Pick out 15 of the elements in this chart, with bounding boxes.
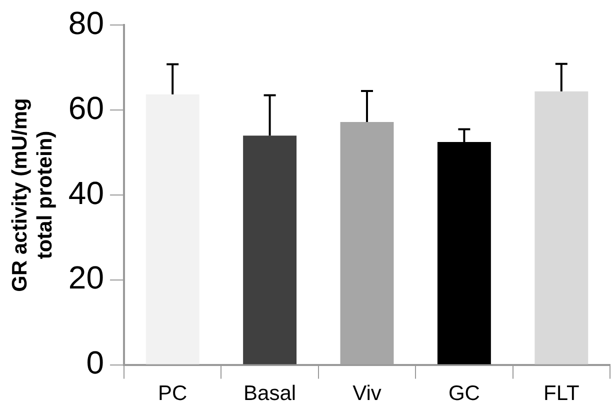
x-tick-label: GC — [448, 382, 480, 406]
x-tick-label: FLT — [544, 382, 580, 406]
bar — [340, 122, 394, 364]
y-tick-label: 0 — [86, 344, 104, 381]
bar — [243, 136, 297, 364]
x-tick-label: Basal — [244, 382, 296, 406]
bar — [534, 91, 588, 364]
x-tick-label: Viv — [352, 382, 382, 406]
bar — [146, 94, 200, 364]
y-tick-label: 20 — [68, 260, 104, 296]
y-tick-label: 80 — [68, 5, 104, 42]
x-tick-label: PC — [158, 382, 188, 406]
y-axis-title: GR activity (mU/mg total protein) — [8, 98, 57, 292]
y-tick-label: 60 — [68, 90, 104, 126]
y-tick-label: 40 — [68, 174, 104, 211]
